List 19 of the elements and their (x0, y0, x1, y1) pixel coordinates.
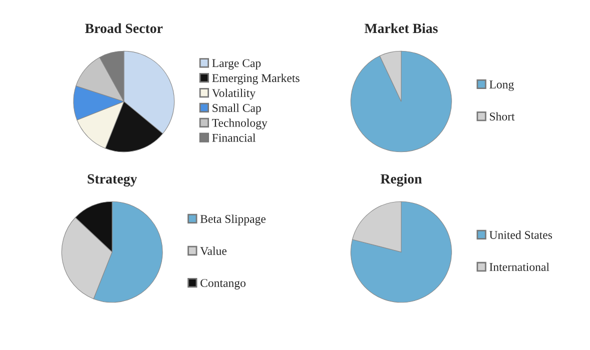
chart-title: Region (380, 174, 422, 187)
legend-label: Financial (212, 134, 256, 142)
legend-label: Large Cap (212, 59, 261, 70)
slice-label: United States (489, 230, 552, 239)
chart-title: Strategy (88, 174, 138, 187)
legend-label: Contango (200, 279, 246, 290)
pie-slice (350, 50, 452, 152)
legend-label: Beta Slippage (200, 214, 266, 226)
chart-title: Broad Sector (85, 23, 163, 34)
pie-slice (350, 201, 452, 303)
legend-label: Value (200, 246, 227, 256)
legend-label: Volatility (212, 88, 256, 100)
legend-label: Long (489, 80, 514, 91)
legend-label: Emerging Markets (212, 74, 300, 85)
legend-label: Technology (212, 118, 268, 130)
legend-label: Short (490, 112, 515, 121)
legend-label: International (490, 262, 550, 272)
legend-label: Small Cap (212, 104, 261, 114)
chart-title: Market Bias (364, 23, 438, 34)
